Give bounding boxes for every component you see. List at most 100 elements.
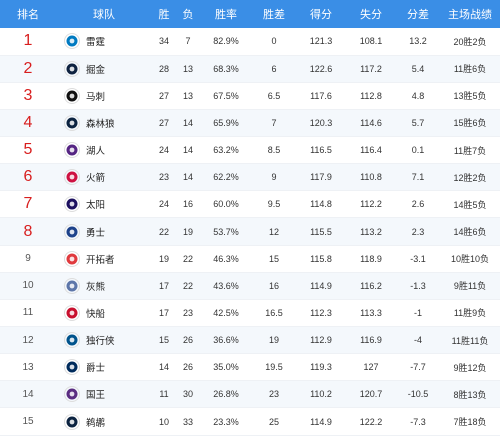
gb-cell: 9.5: [252, 190, 296, 219]
pts-cell: 115.8: [296, 245, 346, 273]
header-pts[interactable]: 得分: [310, 9, 332, 21]
wins-cell: 22: [152, 217, 176, 246]
pts-cell: 116.5: [296, 136, 346, 165]
team-name[interactable]: 爵士: [86, 363, 106, 375]
wins-cell: 28: [152, 55, 176, 83]
table-row[interactable]: 2 掘金 28 13 68.3% 6 122.6 117.2 5.4 11胜6负: [0, 55, 500, 83]
losses-cell: 26: [176, 326, 200, 355]
team-name[interactable]: 快船: [86, 308, 106, 320]
gb-cell: 25: [252, 407, 296, 436]
team-cell[interactable]: 独行侠: [56, 326, 152, 355]
thunder-logo-icon: [64, 33, 80, 50]
table-row[interactable]: 12 独行侠 15 26 36.6% 19 112.9 116.9 -4 11胜…: [0, 326, 500, 355]
team-cell[interactable]: 太阳: [56, 190, 152, 219]
team-cell[interactable]: 快船: [56, 299, 152, 328]
gb-cell: 8.5: [252, 136, 296, 165]
opp-cell: 113.2: [346, 217, 396, 246]
pts-cell: 115.5: [296, 217, 346, 246]
home-record-cell: 7胜18负: [440, 407, 500, 436]
header-gb[interactable]: 胜差: [263, 9, 285, 21]
header-opp[interactable]: 失分: [360, 9, 382, 21]
losses-cell: 30: [176, 380, 200, 409]
team-cell[interactable]: 湖人: [56, 136, 152, 165]
table-row[interactable]: 15 鹈鹕 10 33 23.3% 25 114.9 122.2 -7.3 7胜…: [0, 407, 500, 436]
table-row[interactable]: 14 国王 11 30 26.8% 23 110.2 120.7 -10.5 8…: [0, 380, 500, 409]
pts-cell: 119.3: [296, 353, 346, 382]
header-pct[interactable]: 胜率: [215, 9, 237, 21]
header-home[interactable]: 主场战绩: [448, 9, 492, 21]
home-record-cell: 20胜2负: [440, 28, 500, 56]
grizzlies-logo-icon: [64, 277, 80, 294]
header-win[interactable]: 胜: [158, 9, 170, 21]
team-name[interactable]: 马刺: [86, 91, 106, 103]
rank-cell: 2: [0, 55, 56, 83]
header-rank[interactable]: 排名: [17, 9, 39, 21]
losses-cell: 23: [176, 299, 200, 328]
team-cell[interactable]: 掘金: [56, 55, 152, 83]
team-name[interactable]: 独行侠: [86, 336, 115, 348]
table-row[interactable]: 10 灰熊 17 22 43.6% 16 114.9 116.2 -1.3 9胜…: [0, 272, 500, 300]
team-cell[interactable]: 雷霆: [56, 28, 152, 56]
team-cell[interactable]: 国王: [56, 380, 152, 409]
pct-cell: 36.6%: [200, 326, 252, 355]
team-name[interactable]: 勇士: [86, 227, 106, 239]
losses-cell: 13: [176, 55, 200, 83]
team-cell[interactable]: 开拓者: [56, 245, 152, 273]
team-name[interactable]: 国王: [86, 390, 106, 402]
table-row[interactable]: 8 勇士 22 19 53.7% 12 115.5 113.2 2.3 14胜6…: [0, 217, 500, 246]
diff-cell: 2.6: [396, 190, 440, 219]
opp-cell: 112.8: [346, 82, 396, 110]
team-name[interactable]: 鹈鹕: [86, 417, 106, 429]
team-cell[interactable]: 爵士: [56, 353, 152, 382]
team-name[interactable]: 森林狼: [86, 118, 115, 130]
diff-cell: -10.5: [396, 380, 440, 409]
home-record-cell: 12胜2负: [440, 163, 500, 192]
wins-cell: 19: [152, 245, 176, 273]
wins-cell: 24: [152, 136, 176, 165]
header-diff[interactable]: 分差: [407, 9, 429, 21]
opp-cell: 110.8: [346, 163, 396, 192]
team-name[interactable]: 太阳: [86, 200, 106, 212]
table-row[interactable]: 6 火箭 23 14 62.2% 9 117.9 110.8 7.1 12胜2负: [0, 163, 500, 192]
team-name[interactable]: 湖人: [86, 146, 106, 158]
opp-cell: 127: [346, 353, 396, 382]
table-row[interactable]: 4 森林狼 27 14 65.9% 7 120.3 114.6 5.7 15胜6…: [0, 109, 500, 138]
header-loss[interactable]: 负: [182, 9, 194, 21]
team-name[interactable]: 灰熊: [86, 281, 106, 293]
team-cell[interactable]: 鹈鹕: [56, 407, 152, 436]
team-cell[interactable]: 灰熊: [56, 272, 152, 300]
table-row[interactable]: 7 太阳 24 16 60.0% 9.5 114.8 112.2 2.6 14胜…: [0, 190, 500, 219]
team-name[interactable]: 雷霆: [86, 37, 106, 49]
losses-cell: 16: [176, 190, 200, 219]
pts-cell: 112.9: [296, 326, 346, 355]
losses-cell: 13: [176, 82, 200, 110]
table-row[interactable]: 3 马刺 27 13 67.5% 6.5 117.6 112.8 4.8 13胜…: [0, 82, 500, 110]
team-name[interactable]: 火箭: [86, 173, 106, 185]
team-cell[interactable]: 勇士: [56, 217, 152, 246]
team-cell[interactable]: 火箭: [56, 163, 152, 192]
team-name[interactable]: 开拓者: [86, 254, 115, 266]
diff-cell: 13.2: [396, 28, 440, 56]
table-row[interactable]: 1 雷霆 34 7 82.9% 0 121.3 108.1 13.2 20胜2负: [0, 28, 500, 56]
home-record-cell: 13胜5负: [440, 82, 500, 110]
wins-cell: 17: [152, 299, 176, 328]
rank-cell: 15: [0, 407, 56, 436]
home-record-cell: 14胜5负: [440, 190, 500, 219]
header-team[interactable]: 球队: [93, 9, 115, 21]
home-record-cell: 8胜13负: [440, 380, 500, 409]
table-row[interactable]: 9 开拓者 19 22 46.3% 15 115.8 118.9 -3.1 10…: [0, 245, 500, 273]
losses-cell: 14: [176, 163, 200, 192]
gb-cell: 23: [252, 380, 296, 409]
pts-cell: 114.8: [296, 190, 346, 219]
rank-cell: 13: [0, 353, 56, 382]
pts-cell: 120.3: [296, 109, 346, 138]
table-row[interactable]: 13 爵士 14 26 35.0% 19.5 119.3 127 -7.7 9胜…: [0, 353, 500, 382]
team-cell[interactable]: 马刺: [56, 82, 152, 110]
opp-cell: 118.9: [346, 245, 396, 273]
table-row[interactable]: 5 湖人 24 14 63.2% 8.5 116.5 116.4 0.1 11胜…: [0, 136, 500, 165]
team-name[interactable]: 掘金: [86, 64, 106, 76]
pts-cell: 110.2: [296, 380, 346, 409]
table-row[interactable]: 11 快船 17 23 42.5% 16.5 112.3 113.3 -1 11…: [0, 299, 500, 328]
team-cell[interactable]: 森林狼: [56, 109, 152, 138]
